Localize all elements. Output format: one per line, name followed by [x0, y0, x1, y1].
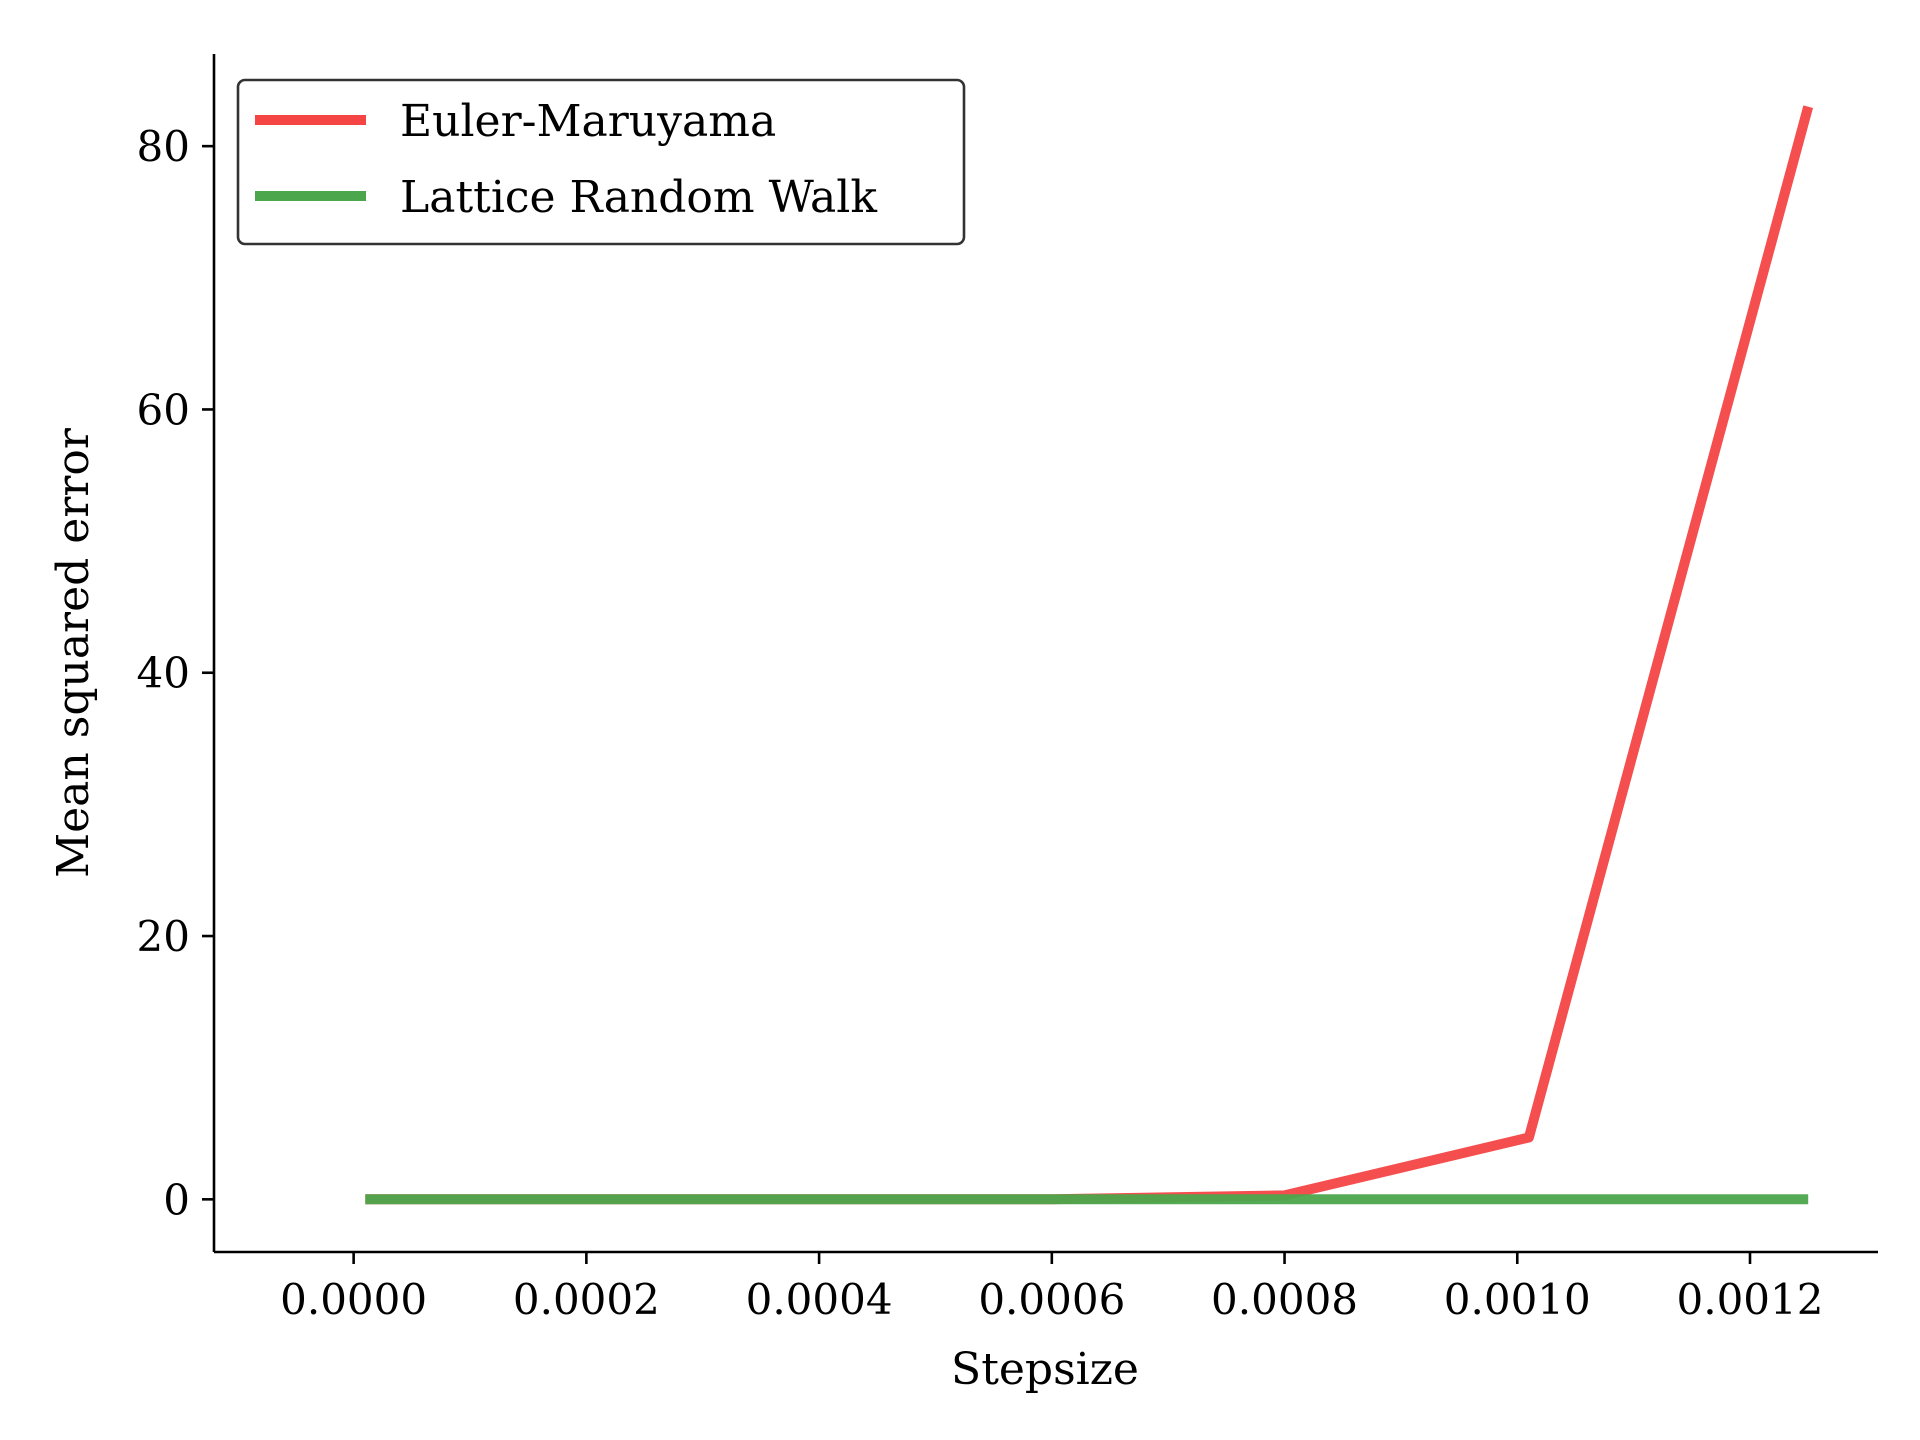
x-tick-label: 0.0000: [280, 1275, 427, 1324]
axes: [212, 54, 1878, 1254]
y-tick-label: 0: [163, 1175, 190, 1224]
x-tick-label: 0.0010: [1444, 1275, 1591, 1324]
x-tick-label: 0.0004: [746, 1275, 893, 1324]
y-tick-label: 20: [137, 912, 190, 961]
legend: Euler-Maruyama Lattice Random Walk: [236, 78, 966, 246]
y-ticks: 0 20 40 60 80: [137, 122, 214, 1224]
x-tick-label: 0.0006: [978, 1275, 1125, 1324]
y-axis-label: Mean squared error: [48, 427, 99, 878]
legend-label-euler-maruyama: Euler-Maruyama: [400, 96, 776, 147]
x-tick-label: 0.0012: [1677, 1275, 1824, 1324]
legend-box: [236, 78, 966, 246]
x-tick-label: 0.0002: [513, 1275, 660, 1324]
y-tick-label: 60: [137, 385, 190, 434]
series-layer: [365, 105, 1814, 1205]
y-tick-label: 40: [137, 649, 190, 698]
y-tick-label: 80: [137, 122, 190, 171]
x-axis-label: Stepsize: [951, 1344, 1139, 1395]
x-ticks: 0.0000 0.0002 0.0004 0.0006 0.0008 0.0010 0.00…: [280, 1252, 1823, 1324]
x-tick-label: 0.0008: [1211, 1275, 1358, 1324]
series-line-euler-maruyama: [365, 105, 1814, 1205]
legend-label-lattice-random-walk: Lattice Random Walk: [400, 172, 877, 223]
